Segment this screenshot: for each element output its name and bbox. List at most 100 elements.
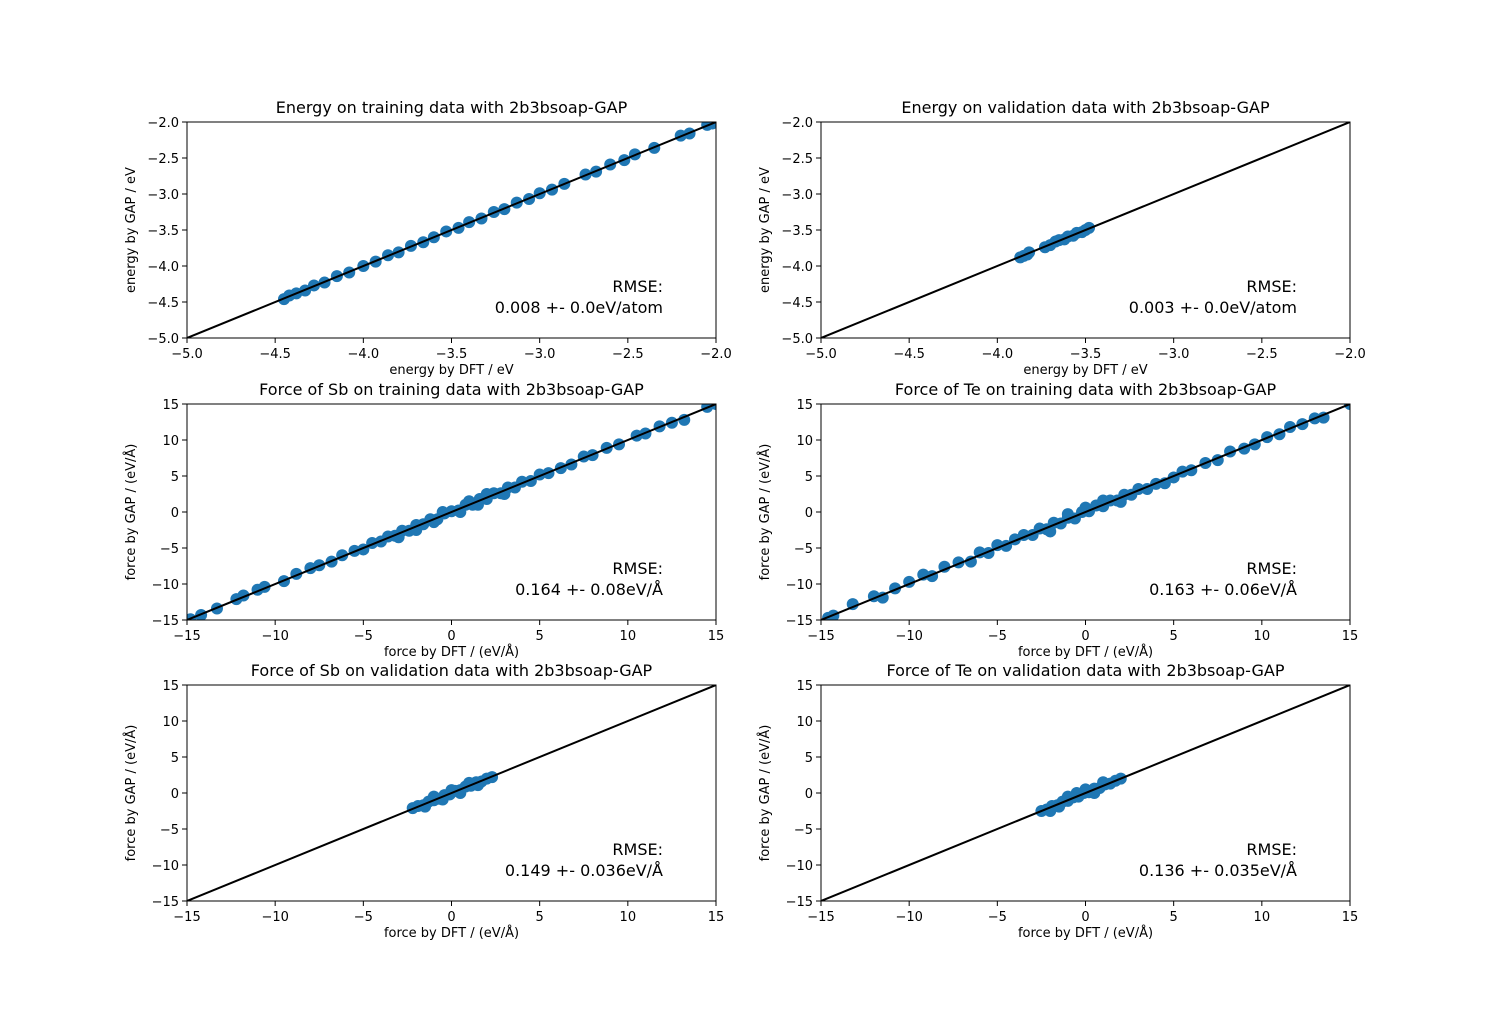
rmse-label: RMSE:: [1246, 840, 1297, 859]
y-tick-label: 0: [171, 787, 179, 802]
x-tick-label: 10: [1254, 629, 1271, 644]
x-tick-label: −5: [988, 910, 1007, 925]
y-tick-label: −15: [786, 895, 813, 910]
x-tick-label: −3.0: [1158, 347, 1190, 362]
y-tick-label: −5: [794, 823, 813, 838]
subplot-title: Energy on validation data with 2b3bsoap-…: [901, 98, 1270, 117]
data-point: [876, 591, 889, 604]
x-tick-label: 5: [1170, 910, 1178, 925]
subplot-4: −15 −10 −5 0 5 10 15 −15 −10 −5 0 5 10 15 Force of Te …: [757, 380, 1358, 660]
x-tick-label: 0: [447, 629, 455, 644]
rmse-label: RMSE:: [612, 559, 663, 578]
y-tick-label: 0: [805, 787, 813, 802]
y-tick-label: −2.0: [781, 116, 813, 131]
x-tick-label: −15: [173, 910, 200, 925]
x-tick-label: −2.5: [1246, 347, 1278, 362]
subplot-title: Force of Sb on validation data with 2b3b…: [251, 661, 653, 680]
y-tick-label: −4.5: [781, 296, 813, 311]
identity-line: [821, 404, 1350, 620]
y-tick-label: 10: [162, 434, 179, 449]
y-tick-label: −3.0: [781, 188, 813, 203]
x-tick-label: 10: [1254, 910, 1271, 925]
y-tick-label: −5: [794, 542, 813, 557]
data-point: [846, 598, 859, 611]
x-axis-label: force by DFT / (eV/Å): [384, 925, 519, 941]
subplot-6: −15 −10 −5 0 5 10 15 −15 −10 −5 0 5 10 15 Force of Te …: [757, 661, 1358, 941]
x-tick-label: 0: [1081, 910, 1089, 925]
y-tick-label: −10: [786, 859, 813, 874]
subplot-1: −5.0 −4.5 −4.0 −3.5 −3.0 −2.5 −2.0 −5.0 −4.5 −4.0…: [124, 98, 732, 378]
y-axis-label: force by GAP / (eV/Å): [123, 725, 139, 862]
x-tick-label: −5.0: [805, 347, 837, 362]
y-tick-label: 0: [171, 506, 179, 521]
x-tick-label: −4.0: [982, 347, 1014, 362]
y-axis-label: force by GAP / (eV/Å): [123, 444, 139, 581]
plot-area: [187, 685, 716, 901]
y-tick-label: 5: [805, 470, 813, 485]
data-point: [463, 776, 476, 789]
x-tick-label: −10: [261, 910, 288, 925]
rmse-value: 0.163 +- 0.06eV/Å: [1149, 580, 1297, 599]
identity-line: [187, 122, 716, 338]
subplot-2: −5.0 −4.5 −4.0 −3.5 −3.0 −2.5 −2.0 −5.0 −4.5 −4.0…: [758, 98, 1366, 378]
y-tick-label: 10: [162, 715, 179, 730]
subplot-title: Energy on training data with 2b3bsoap-GA…: [276, 98, 628, 117]
subplot-3: −15 −10 −5 0 5 10 15 −15 −10 −5 0 5 10 15 Force of Sb …: [123, 380, 724, 660]
y-tick-label: −3.5: [781, 224, 813, 239]
y-tick-label: −5: [160, 542, 179, 557]
subplot-5: −15 −10 −5 0 5 10 15 −15 −10 −5 0 5 10 15 Force of Sb …: [123, 661, 724, 941]
x-tick-label: −2.0: [1334, 347, 1366, 362]
rmse-label: RMSE:: [1246, 559, 1297, 578]
y-tick-label: −3.5: [147, 224, 179, 239]
plot-area: [187, 122, 716, 338]
x-tick-label: −3.5: [436, 347, 468, 362]
data-point: [427, 516, 440, 529]
y-tick-label: −10: [786, 578, 813, 593]
rmse-value: 0.149 +- 0.036eV/Å: [505, 861, 663, 880]
y-tick-label: −2.5: [781, 152, 813, 167]
rmse-value: 0.164 +- 0.08eV/Å: [515, 580, 663, 599]
subplot-title: Force of Te on training data with 2b3bso…: [895, 380, 1277, 399]
x-tick-label: 15: [708, 910, 725, 925]
x-tick-label: −15: [807, 910, 834, 925]
x-tick-label: 15: [1342, 629, 1359, 644]
subplot-title: Force of Sb on training data with 2b3bso…: [259, 380, 644, 399]
x-tick-label: 10: [620, 629, 637, 644]
x-tick-label: −15: [807, 629, 834, 644]
x-axis-label: energy by DFT / eV: [389, 363, 513, 378]
y-tick-label: −5: [160, 823, 179, 838]
y-axis-label: energy by GAP / eV: [758, 167, 773, 293]
x-tick-label: 10: [620, 910, 637, 925]
rmse-label: RMSE:: [612, 277, 663, 296]
y-tick-label: −2.0: [147, 116, 179, 131]
x-tick-label: 15: [1342, 910, 1359, 925]
y-tick-label: 5: [805, 751, 813, 766]
y-tick-label: −15: [152, 614, 179, 629]
x-tick-label: −15: [173, 629, 200, 644]
x-axis-label: energy by DFT / eV: [1023, 363, 1147, 378]
y-tick-label: −5.0: [781, 332, 813, 347]
y-axis-label: energy by GAP / eV: [124, 167, 139, 293]
x-tick-label: −10: [261, 629, 288, 644]
y-tick-label: −4.0: [781, 260, 813, 275]
data-point: [973, 546, 986, 559]
x-tick-label: −10: [895, 910, 922, 925]
y-tick-label: −5.0: [147, 332, 179, 347]
x-axis-label: force by DFT / (eV/Å): [1018, 644, 1153, 660]
x-tick-label: −3.0: [524, 347, 556, 362]
y-tick-label: −10: [152, 859, 179, 874]
x-tick-label: 0: [1081, 629, 1089, 644]
y-tick-label: −15: [152, 895, 179, 910]
data-point: [991, 539, 1004, 552]
data-point: [964, 555, 977, 568]
y-tick-label: 15: [796, 398, 813, 413]
subplot-title: Force of Te on validation data with 2b3b…: [886, 661, 1284, 680]
y-tick-label: −3.0: [147, 188, 179, 203]
x-tick-label: −5: [354, 910, 373, 925]
y-tick-label: 10: [796, 434, 813, 449]
y-tick-label: 5: [171, 470, 179, 485]
x-tick-label: −3.5: [1070, 347, 1102, 362]
data-point: [1317, 411, 1330, 424]
y-tick-label: 15: [162, 679, 179, 694]
